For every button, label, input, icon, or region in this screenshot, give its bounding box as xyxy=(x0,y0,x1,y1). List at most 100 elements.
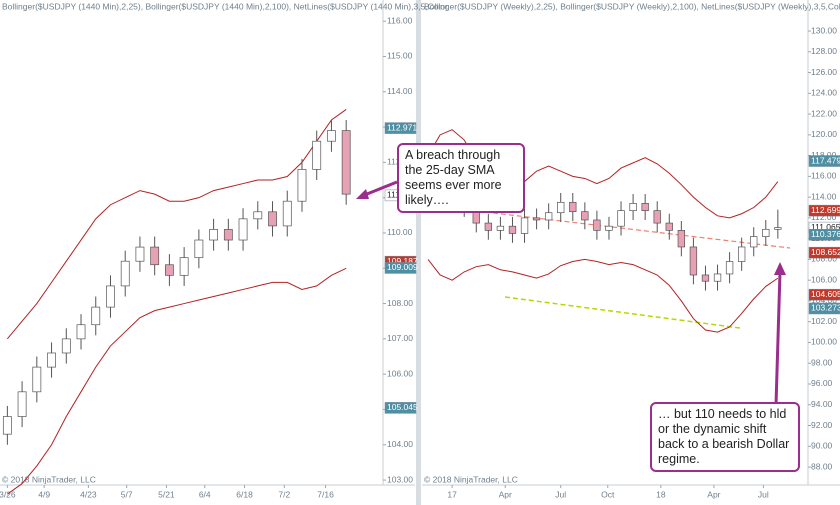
candle-body xyxy=(665,222,673,231)
candle-body xyxy=(76,324,86,340)
candle-body xyxy=(762,228,770,237)
price-tag xyxy=(808,246,840,259)
callout-arrow xyxy=(361,180,398,198)
candle-body xyxy=(496,225,505,231)
candle-body xyxy=(61,338,71,354)
price-tag-label: 108.652 xyxy=(811,247,840,257)
x-tick-label: 5/21 xyxy=(158,489,175,499)
arrowhead xyxy=(774,262,786,275)
price-tag xyxy=(808,204,840,217)
copyright: © 2018 NinjaTrader, LLC xyxy=(2,474,96,484)
price-tag xyxy=(808,229,840,241)
y-tick-label: 122.00 xyxy=(811,108,837,118)
x-tick-label: 7/2 xyxy=(278,489,290,499)
bollinger-band xyxy=(427,258,779,333)
y-tick-label: 120.00 xyxy=(811,129,837,139)
y-tick-label: 114.00 xyxy=(811,191,837,201)
y-tick-label: 124.00 xyxy=(811,88,837,98)
x-tick-label: 6/18 xyxy=(236,489,253,499)
candle-body xyxy=(617,210,625,227)
price-tag xyxy=(384,262,417,274)
candle-body xyxy=(238,218,248,241)
y-tick-label: 100.00 xyxy=(811,337,837,347)
annotation-box: A breach through the 25-day SMA seems ev… xyxy=(397,143,525,213)
candle-body xyxy=(282,200,292,227)
y-tick-label: 102.00 xyxy=(811,316,837,326)
candle-body xyxy=(653,210,661,224)
price-tag-label: 109.187 xyxy=(387,256,418,266)
y-tick-label: 130.00 xyxy=(811,25,837,35)
candle-body xyxy=(47,352,56,368)
y-tick-label: 103.00 xyxy=(387,474,413,484)
y-tick-label: 115.00 xyxy=(387,51,413,61)
candle-body xyxy=(32,366,42,393)
y-tick-label: 114.00 xyxy=(387,86,413,96)
bollinger-band xyxy=(6,109,347,340)
y-tick-label: 106.00 xyxy=(811,274,837,284)
panel-divider xyxy=(416,0,421,505)
candle-body xyxy=(713,273,722,282)
candle-body xyxy=(593,219,601,231)
candle-body xyxy=(532,217,541,221)
price-tag xyxy=(384,122,417,134)
candle-body xyxy=(508,225,517,234)
candle-body xyxy=(106,285,115,308)
price-tag xyxy=(808,155,840,167)
x-tick-label: 4/9 xyxy=(38,489,50,499)
price-tag-label: 111.065 xyxy=(811,222,840,232)
bollinger-band xyxy=(7,267,347,495)
x-tick-label: Apr xyxy=(707,489,720,499)
candle-body xyxy=(91,306,101,326)
candle-body xyxy=(209,229,218,241)
candle-body xyxy=(327,130,336,142)
x-tick-label: 7/16 xyxy=(317,489,334,499)
candle-body xyxy=(179,257,189,276)
y-tick-label: 108.00 xyxy=(387,298,413,308)
candle-body xyxy=(253,211,263,220)
candle-body xyxy=(2,416,12,435)
price-tag-label: 105.045 xyxy=(387,402,418,412)
y-tick-label: 96.00 xyxy=(811,378,833,388)
candle-body xyxy=(268,211,277,227)
y-tick-label: 90.00 xyxy=(811,441,833,451)
candle-body xyxy=(774,227,782,230)
candle-body xyxy=(629,203,637,211)
x-tick-label: 18 xyxy=(656,489,666,499)
price-tag-label: 110.376 xyxy=(811,229,840,239)
x-tick-label: 4/23 xyxy=(80,489,97,499)
price-tag-label: 117.479 xyxy=(811,155,840,165)
price-tag-label: 109.009 xyxy=(387,262,418,272)
x-tick-label: 5/7 xyxy=(121,489,133,499)
y-tick-label: 110.00 xyxy=(387,227,413,237)
arrowhead xyxy=(356,189,369,199)
candle-body xyxy=(194,239,204,259)
candle-body xyxy=(750,236,758,248)
y-tick-label: 116.00 xyxy=(387,15,413,25)
indicator-header: Bollinger($USDJPY (Weekly),2,25), Bollin… xyxy=(424,1,840,11)
candle-body xyxy=(701,274,710,282)
candle-body xyxy=(544,212,553,221)
callout-arrow xyxy=(774,271,782,406)
price-tag xyxy=(384,402,417,414)
candle-body xyxy=(150,246,160,266)
y-tick-label: 94.00 xyxy=(811,399,833,409)
y-tick-label: 128.00 xyxy=(811,46,837,56)
x-tick-label: Apr xyxy=(499,489,512,499)
indicator-header: Bollinger($USDJPY (1440 Min),2,25), Boll… xyxy=(2,1,448,11)
price-tag-label: 103.273 xyxy=(811,303,840,313)
x-tick-label: 17 xyxy=(447,489,457,499)
y-tick-label: 116.00 xyxy=(811,171,837,181)
x-tick-label: Jul xyxy=(555,489,566,499)
candle-body xyxy=(165,264,174,276)
copyright: © 2018 NinjaTrader, LLC xyxy=(424,474,518,484)
candle-body xyxy=(135,246,145,262)
x-tick-label: Jul xyxy=(758,489,769,499)
candle-body xyxy=(605,225,613,231)
y-tick-label: 107.00 xyxy=(387,333,413,343)
candle-body xyxy=(557,201,565,214)
y-tick-label: 112.00 xyxy=(811,212,837,222)
candle-body xyxy=(677,230,686,248)
